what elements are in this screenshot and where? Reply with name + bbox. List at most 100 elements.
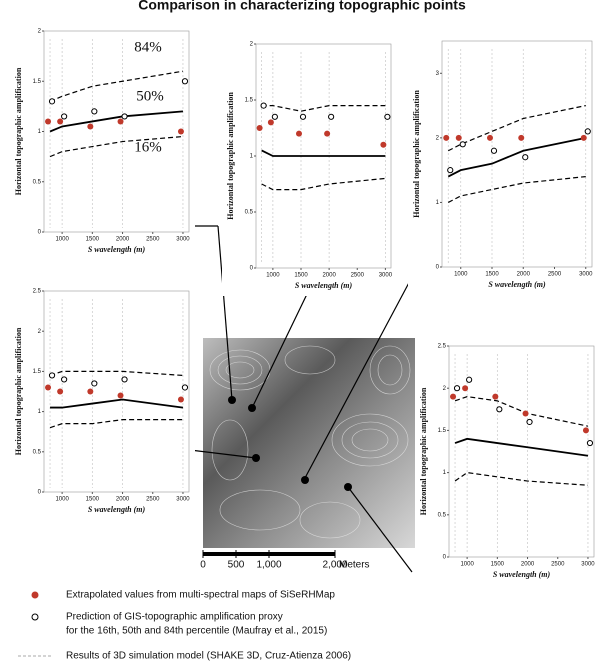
red-point [583,427,589,433]
annotation: 50% [136,88,164,104]
red-point [118,118,124,124]
open-point [300,114,305,119]
open-point [454,386,459,391]
panel: 012310001500200025003000S wavelength (m)… [408,35,598,295]
open-point [467,377,472,382]
scale-label: 0 [200,560,206,571]
y-tick-label: 2.5 [438,344,447,350]
open-point [92,381,97,386]
red-point [87,389,93,395]
open-point [122,114,127,119]
red-point [487,135,493,141]
red-point [178,397,184,403]
x-axis-label: S wavelength (m) [88,245,146,254]
x-tick-label: 2000 [116,237,130,243]
figure: Comparison in characterizing topographic… [0,0,604,670]
red-point [324,131,330,137]
legend-label: for the 16th, 50th and 84th percentile (… [66,626,327,637]
open-point [62,377,67,382]
red-point [450,394,456,400]
x-tick-label: 2500 [146,237,160,243]
panel-background [10,25,195,260]
y-tick-label: 0.5 [33,449,42,455]
open-point [92,109,97,114]
x-tick-label: 2500 [351,273,365,279]
x-tick-label: 1000 [266,273,280,279]
red-point [492,394,498,400]
open-point [497,407,502,412]
red-point [57,389,63,395]
x-tick-label: 1500 [86,497,100,503]
red-point [257,125,263,131]
open-point [182,385,187,390]
y-tick-label: 0.5 [245,210,254,216]
red-point [380,142,386,148]
open-point [62,114,67,119]
x-tick-label: 1500 [86,237,100,243]
x-tick-label: 1000 [460,562,474,568]
open-point [272,114,277,119]
scale-unit: Meters [339,560,370,571]
x-tick-label: 2500 [146,497,160,503]
x-tick-label: 3000 [176,237,190,243]
y-axis-label: Horizontal topographic amplification [412,90,421,218]
panel: 00.511.522.510001500200025003000S wavele… [415,340,600,585]
x-tick-label: 1500 [294,273,308,279]
red-point [87,123,93,129]
open-point [523,155,528,160]
open-point [585,129,590,134]
red-point [118,393,124,399]
y-tick-label: 1.5 [245,98,254,104]
open-point [385,114,390,119]
x-tick-label: 2500 [548,272,562,278]
red-point [518,135,524,141]
panel: 00.511.5210001500200025003000S wavelengt… [222,38,397,296]
red-point [178,129,184,135]
x-tick-label: 1500 [485,272,499,278]
scale-label: 1,000 [256,560,281,571]
x-tick-label: 2000 [322,273,336,279]
y-axis-label: Horizontal topographic amplification [14,327,23,455]
y-tick-label: 0.5 [33,179,42,185]
y-tick-label: 2.5 [33,289,42,295]
x-tick-label: 3000 [379,273,393,279]
red-point [523,411,529,417]
y-axis-label: Horizontal topographic amplification [14,67,23,195]
red-point [57,118,63,124]
legend-label: Prediction of GIS-topographic amplificat… [66,612,283,623]
open-point [460,142,465,147]
x-tick-label: 2000 [116,497,130,503]
x-axis-label: S wavelength (m) [88,505,146,514]
x-tick-label: 1500 [491,562,505,568]
figure-title: Comparison in characterizing topographic… [138,0,466,13]
x-axis-label: S wavelength (m) [295,281,353,290]
open-point [261,103,266,108]
panel-background [222,38,397,296]
open-point [448,168,453,173]
open-point [587,440,592,445]
y-tick-label: 0.5 [438,512,447,518]
open-point [527,419,532,424]
x-axis-label: S wavelength (m) [488,280,546,289]
y-tick-label: 1.5 [33,369,42,375]
red-point [462,385,468,391]
open-point [49,99,54,104]
y-axis-label: Horizontal topographic amplification [226,92,235,220]
map-image [203,338,415,548]
red-point [443,135,449,141]
panel: 00.511.522.510001500200025003000S wavele… [10,285,195,520]
panel-background [415,340,600,585]
legend: Extrapolated values from multi-spectral … [18,590,351,662]
red-point [456,135,462,141]
red-point [296,131,302,137]
red-point [581,135,587,141]
legend-label: Extrapolated values from multi-spectral … [66,590,335,601]
legend-label: Results of 3D simulation model (SHAKE 3D… [66,651,351,662]
scale-label: 500 [228,560,245,571]
x-tick-label: 1000 [454,272,468,278]
legend-marker [32,592,39,599]
legend-marker [32,614,38,620]
x-axis-label: S wavelength (m) [493,570,551,579]
